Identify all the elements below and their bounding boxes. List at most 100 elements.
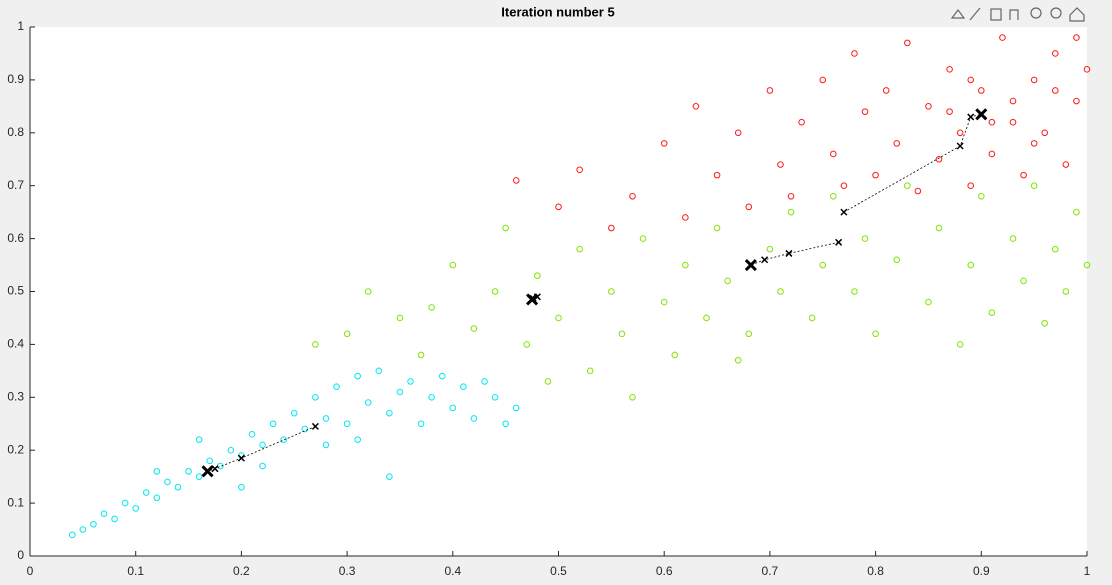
data-point bbox=[713, 171, 721, 179]
toolbar bbox=[950, 7, 1085, 22]
y-tick-label: 0.7 bbox=[7, 178, 24, 192]
data-point bbox=[1083, 66, 1091, 73]
data-point bbox=[1041, 129, 1049, 137]
data-point bbox=[586, 367, 594, 375]
data-point bbox=[386, 409, 393, 417]
data-point bbox=[1073, 208, 1080, 216]
data-point bbox=[195, 473, 203, 480]
data-point bbox=[660, 140, 668, 147]
chart-title: Iteration number 5 bbox=[501, 4, 614, 19]
x-tick-label: 0.9 bbox=[973, 564, 990, 578]
centroid-marker bbox=[975, 108, 988, 121]
data-point bbox=[90, 520, 97, 528]
data-point bbox=[576, 166, 583, 174]
x-tick-label: 0.6 bbox=[656, 564, 673, 578]
y-tick-label: 0.2 bbox=[7, 442, 24, 456]
data-point bbox=[1051, 50, 1059, 57]
centroid-marker bbox=[237, 454, 245, 462]
zoom-out-icon[interactable] bbox=[1050, 7, 1062, 19]
data-point bbox=[745, 330, 753, 338]
datatip-icon[interactable] bbox=[990, 8, 1002, 21]
x-tick-label: 0.3 bbox=[339, 564, 356, 578]
data-point bbox=[1030, 182, 1038, 189]
data-point bbox=[914, 187, 922, 195]
data-point bbox=[544, 378, 552, 385]
data-point bbox=[142, 489, 150, 496]
data-point bbox=[1051, 245, 1059, 253]
data-point bbox=[1030, 140, 1038, 147]
data-point bbox=[766, 245, 774, 253]
data-point bbox=[68, 531, 76, 539]
data-point bbox=[491, 394, 499, 401]
zoom-in-icon[interactable] bbox=[1030, 7, 1042, 19]
data-point bbox=[153, 494, 161, 502]
data-point bbox=[713, 224, 721, 232]
data-point bbox=[671, 351, 679, 359]
x-tick-label: 0.2 bbox=[233, 564, 250, 578]
data-point bbox=[724, 277, 731, 285]
data-point bbox=[872, 330, 879, 338]
data-point bbox=[111, 515, 118, 523]
centroid-marker bbox=[785, 249, 793, 257]
data-point bbox=[512, 404, 520, 412]
data-point bbox=[449, 261, 457, 269]
data-point bbox=[470, 415, 478, 422]
x-tick-label: 0.7 bbox=[762, 564, 779, 578]
data-point bbox=[978, 87, 985, 94]
data-point bbox=[925, 298, 932, 306]
data-point bbox=[830, 150, 837, 158]
brush-icon[interactable] bbox=[969, 7, 981, 21]
data-point bbox=[502, 224, 509, 232]
data-point bbox=[164, 478, 171, 486]
data-point bbox=[1020, 277, 1027, 285]
data-point bbox=[290, 409, 298, 417]
y-tick-label: 1 bbox=[17, 19, 24, 33]
data-point bbox=[734, 356, 742, 364]
data-point bbox=[808, 314, 816, 322]
data-point bbox=[174, 483, 182, 491]
data-point bbox=[364, 399, 372, 406]
data-point bbox=[280, 436, 287, 443]
data-point bbox=[861, 108, 869, 115]
pan-icon[interactable] bbox=[1009, 9, 1019, 20]
data-point bbox=[935, 155, 943, 163]
data-point bbox=[777, 161, 784, 168]
data-point bbox=[1062, 288, 1070, 295]
data-point bbox=[206, 457, 213, 465]
axes-background bbox=[30, 27, 1087, 556]
data-point bbox=[79, 526, 87, 533]
x-tick-label: 0.1 bbox=[127, 564, 144, 578]
export-icon[interactable] bbox=[950, 9, 966, 19]
centroid-marker bbox=[967, 113, 975, 121]
centroid-marker bbox=[956, 142, 964, 150]
home-icon[interactable] bbox=[1069, 7, 1085, 22]
data-point bbox=[312, 341, 319, 348]
data-point bbox=[851, 288, 858, 295]
data-point bbox=[904, 39, 911, 47]
data-point bbox=[322, 441, 330, 449]
data-point bbox=[375, 367, 383, 375]
data-point bbox=[734, 129, 742, 137]
data-point bbox=[967, 182, 975, 189]
data-point bbox=[576, 245, 583, 253]
centroid-marker bbox=[744, 258, 757, 272]
data-point bbox=[407, 378, 414, 385]
data-point bbox=[629, 394, 636, 401]
data-point bbox=[1051, 87, 1059, 94]
data-point bbox=[301, 425, 309, 433]
y-tick-label: 0 bbox=[17, 548, 24, 562]
data-point bbox=[153, 468, 161, 475]
data-point bbox=[470, 325, 478, 332]
data-point bbox=[343, 330, 351, 338]
y-tick-label: 0.9 bbox=[7, 72, 24, 86]
y-tick-label: 0.3 bbox=[7, 389, 24, 403]
data-point bbox=[819, 261, 827, 269]
data-point bbox=[1041, 319, 1049, 327]
x-tick-label: 0.5 bbox=[550, 564, 567, 578]
centroid-marker bbox=[526, 293, 539, 306]
data-point bbox=[967, 76, 975, 84]
centroid-path bbox=[843, 113, 982, 213]
data-point bbox=[660, 298, 668, 306]
data-point bbox=[872, 171, 879, 179]
